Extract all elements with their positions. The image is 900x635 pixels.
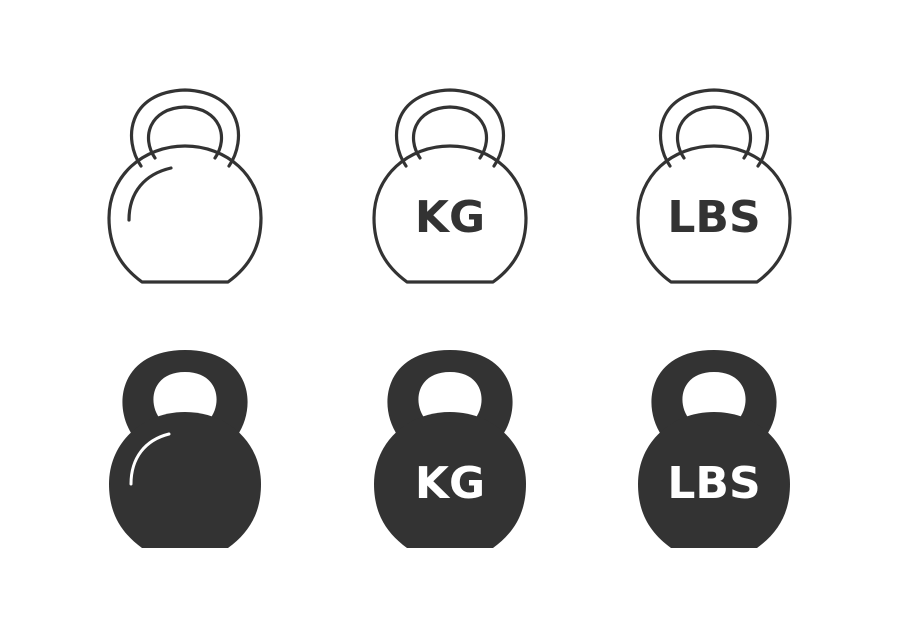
- kettlebell-lbs-filled-icon: LBS: [638, 350, 790, 548]
- kettlebell-lbs-outline-icon: LBS: [636, 88, 792, 284]
- kettlebell-filled-icon: [109, 350, 261, 548]
- lbs-label: LBS: [667, 458, 760, 509]
- kg-label: KG: [415, 458, 485, 509]
- lbs-label: LBS: [667, 192, 760, 243]
- kettlebell-outline-icon: [107, 88, 263, 284]
- kettlebell-kg-filled-icon: KG: [374, 350, 526, 548]
- kettlebell-kg-outline-icon: KG: [372, 88, 528, 284]
- kg-label: KG: [415, 192, 485, 243]
